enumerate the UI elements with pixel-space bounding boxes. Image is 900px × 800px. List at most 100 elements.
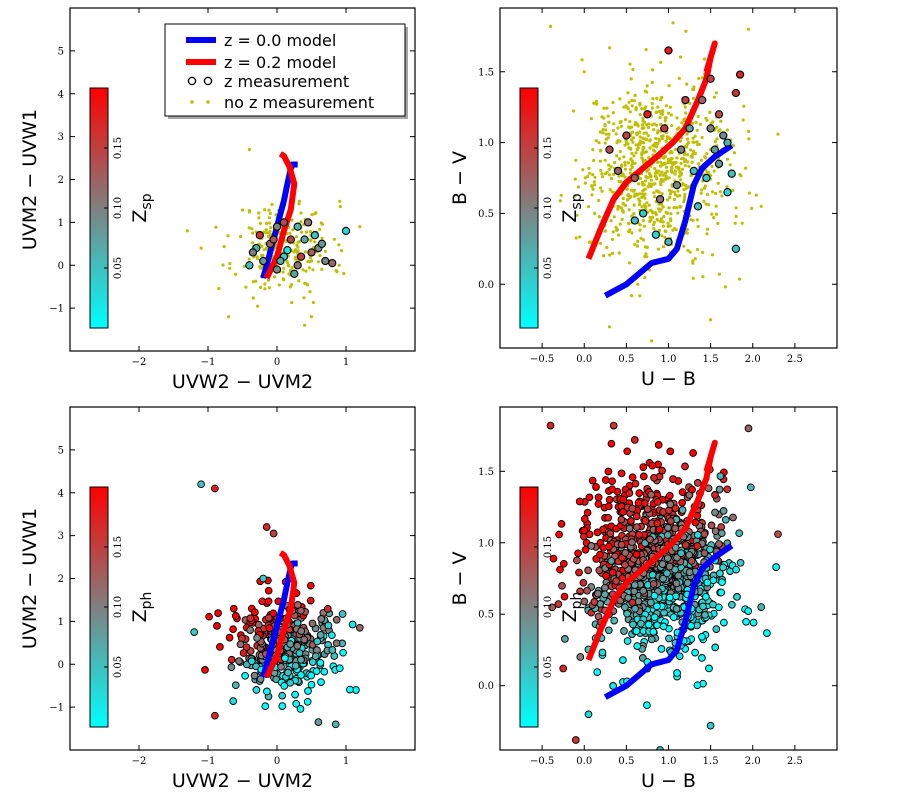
noz-point [701, 275, 705, 279]
zmeas-point [706, 124, 715, 133]
noz-point [746, 27, 751, 31]
noz-point [655, 131, 660, 135]
noz-point [754, 193, 758, 197]
noz-point [670, 124, 674, 128]
legend-label-z02: z = 0.2 model [224, 53, 336, 72]
z-point [328, 646, 337, 654]
noz-point [619, 124, 624, 128]
z-point [666, 500, 675, 509]
noz-point [630, 104, 634, 108]
z-point [303, 697, 312, 706]
noz-point [632, 154, 636, 158]
noz-point [705, 152, 709, 156]
z-point [307, 680, 316, 689]
noz-point [592, 158, 596, 163]
noz-point [666, 221, 670, 225]
noz-point [725, 128, 729, 132]
z-point [588, 476, 597, 485]
zmeas-point [660, 124, 669, 133]
noz-point [643, 196, 647, 200]
x-tick-label: 1 [343, 357, 349, 368]
noz-point [185, 229, 189, 233]
z-point [744, 424, 753, 433]
noz-point [623, 143, 627, 147]
y-tick-label: 0.0 [478, 280, 494, 291]
noz-point [704, 156, 708, 160]
noz-point [632, 99, 637, 103]
z-point [263, 687, 271, 696]
noz-point [611, 128, 616, 133]
zmeas-point [664, 46, 673, 55]
noz-point [247, 226, 251, 230]
noz-point [633, 93, 637, 97]
noz-point [268, 229, 272, 233]
z-point [328, 631, 336, 640]
noz-point [627, 221, 631, 226]
noz-point [715, 125, 719, 130]
noz-point [642, 141, 646, 145]
z-point [635, 489, 644, 497]
z-point [693, 681, 702, 690]
noz-point [597, 198, 601, 203]
noz-point [282, 266, 286, 270]
noz-point [747, 137, 751, 141]
noz-point [661, 109, 665, 113]
z-point [610, 616, 619, 625]
noz-point [583, 181, 588, 185]
x-tick-label: −2 [132, 756, 147, 767]
z-point [560, 592, 569, 601]
y-axis-label: UVM2 − UVW1 [19, 109, 41, 250]
noz-point [240, 208, 244, 212]
noz-point [672, 206, 676, 210]
noz-point [576, 185, 580, 189]
noz-point [592, 101, 596, 105]
noz-point [685, 145, 689, 149]
noz-point [680, 121, 684, 125]
z-point [624, 593, 633, 602]
noz-point [692, 151, 696, 155]
noz-point [267, 216, 271, 220]
z-point [307, 671, 316, 680]
noz-point [646, 125, 651, 130]
z-point [646, 535, 654, 544]
z-point [306, 581, 315, 590]
z-point [254, 620, 263, 629]
z-point [592, 483, 600, 491]
noz-point [605, 106, 609, 110]
noz-point [750, 206, 754, 210]
zmeas-point [283, 246, 292, 255]
noz-point [669, 149, 674, 154]
noz-point [655, 171, 659, 175]
noz-point [705, 118, 709, 122]
noz-point [691, 87, 695, 91]
noz-point [597, 215, 601, 219]
noz-point [677, 167, 681, 171]
noz-point [659, 178, 663, 182]
z-point [728, 600, 736, 609]
y-tick-label: 0.5 [478, 610, 494, 621]
noz-point [664, 116, 668, 120]
noz-point [592, 180, 596, 184]
noz-point [603, 141, 607, 145]
noz-point [297, 202, 301, 206]
noz-point [288, 285, 292, 289]
noz-point [612, 215, 616, 219]
noz-point [603, 229, 607, 233]
zmeas-point [685, 124, 694, 133]
noz-point [638, 223, 642, 227]
z-point [649, 580, 658, 588]
x-tick-label: 1.0 [661, 756, 677, 767]
noz-point [559, 193, 563, 197]
noz-point [702, 199, 706, 203]
noz-point [630, 165, 635, 169]
z-point [619, 508, 627, 516]
noz-point [647, 167, 651, 172]
y-tick-label: −1 [49, 304, 64, 315]
noz-point [668, 137, 673, 141]
z-point [605, 542, 613, 551]
z-point [744, 607, 753, 615]
noz-point [580, 58, 584, 62]
noz-point [594, 99, 599, 103]
noz-point [199, 246, 203, 250]
noz-point [239, 235, 243, 239]
